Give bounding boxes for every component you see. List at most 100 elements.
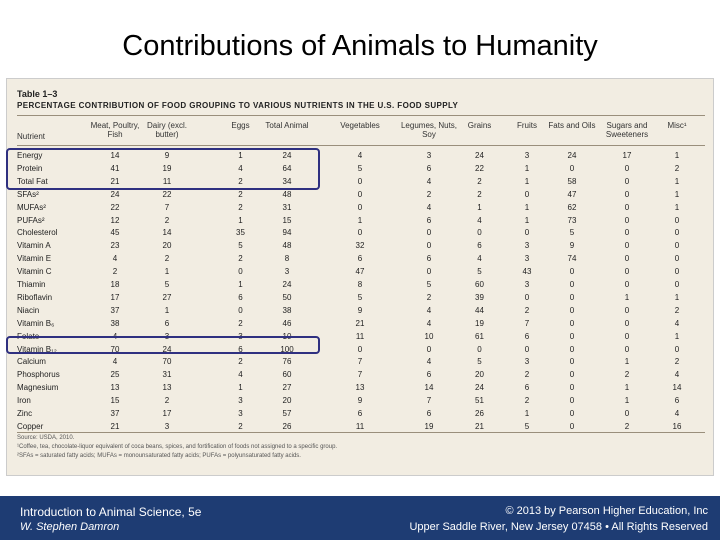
table-cell: 24 (282, 280, 292, 289)
table-cell: 32 (355, 241, 365, 251)
table-cell: 13 (162, 383, 172, 393)
table-row: Phosphorus 25 31 4 60 7 6 20 2 0 2 4 (17, 368, 705, 381)
table-cell: 0 (569, 267, 575, 277)
table-cell: 18 (110, 280, 120, 289)
table-cell: 0 (426, 267, 432, 277)
table-cell: 2 (164, 215, 170, 225)
table-cell: 4 (426, 176, 432, 186)
table-cell: 2 (674, 357, 680, 367)
table-cell: 2 (164, 254, 170, 264)
table-cell: 4 (477, 215, 482, 225)
table-cell: 13 (110, 383, 120, 393)
table-cell: 44 (475, 305, 484, 315)
table-cell: 7 (357, 357, 363, 367)
table-cell: 4 (426, 202, 432, 212)
table-cell: 0 (674, 344, 680, 354)
table-cell: 34 (282, 176, 292, 186)
table-cell: 1 (674, 176, 680, 186)
column-header: Total Animal (265, 121, 309, 130)
table-row: Copper 21 3 2 26 11 19 21 5 0 2 16 (17, 420, 705, 433)
table-cell: 13 (355, 383, 365, 393)
table-cell: 12 (110, 215, 120, 225)
table-cell: 0 (426, 228, 432, 238)
table-cell: 15 (282, 215, 292, 225)
table-cell: 2 (238, 421, 243, 431)
table-cell: 0 (674, 215, 680, 225)
table-row: Vitamin C 2 1 0 3 47 0 5 43 0 0 0 (17, 265, 705, 278)
nutrient-name: Vitamin B₁₂ (17, 344, 57, 354)
table-cell: 0 (624, 254, 630, 264)
table-cell: 47 (355, 267, 365, 277)
table-cell: 4 (426, 305, 432, 315)
nutrient-name: SFAs² (17, 189, 39, 199)
table-cell: 3 (524, 241, 530, 251)
table-cell: 10 (424, 331, 434, 341)
table-cell: 3 (284, 267, 290, 277)
table-cell: 48 (282, 189, 292, 199)
table-cell: 1 (624, 292, 630, 302)
table-cell: 70 (110, 344, 120, 354)
table-caption: Percentage Contribution of Food Grouping… (17, 101, 459, 110)
nutrient-name: Calcium (17, 357, 46, 367)
table-cell: 0 (524, 344, 530, 354)
table-cell: 62 (567, 202, 577, 212)
table-cell: 17 (622, 151, 632, 160)
table-cell: 3 (524, 151, 530, 160)
table-cell: 5 (524, 421, 530, 431)
table-cell: 0 (477, 344, 482, 354)
table-cell: 21 (110, 176, 120, 186)
table-cell: 0 (624, 409, 630, 418)
highlight-box-vitamin-b12 (6, 336, 320, 354)
table-cell: 4 (674, 370, 680, 380)
table-cell: 1 (674, 331, 680, 341)
table-cell: 50 (282, 292, 292, 302)
table-cell: 73 (567, 215, 577, 225)
table-cell: 24 (110, 189, 120, 199)
table-cell: 6 (524, 331, 530, 341)
table-cell: 7 (357, 370, 363, 380)
table-cell: 31 (282, 202, 292, 212)
nutrient-name: Cholesterol (17, 228, 58, 238)
table-cell: 0 (477, 228, 482, 238)
table-cell: 5 (164, 280, 170, 289)
table-cell: 2 (524, 370, 530, 380)
table-cell: 0 (524, 292, 530, 302)
table-cell: 20 (475, 370, 484, 380)
footer-book-title: Introduction to Animal Science, 5e (20, 505, 202, 519)
table-cell: 16 (672, 421, 682, 431)
table-cell: 0 (624, 344, 630, 354)
table-cell: 5 (569, 228, 575, 238)
table-cell: 0 (238, 267, 243, 277)
table-cell: 43 (522, 267, 532, 277)
table-cell: 1 (624, 357, 630, 367)
table-cell: 6 (238, 344, 243, 354)
table-cell: 24 (282, 151, 292, 160)
column-header: Eggs (231, 121, 250, 130)
table-cell: 27 (282, 383, 292, 393)
nutrient-name: Vitamin C (17, 267, 52, 277)
table-cell: 3 (524, 357, 530, 367)
nutrient-name: Vitamin E (17, 254, 52, 264)
table-cell: 1 (524, 215, 530, 225)
table-cell: 76 (282, 357, 292, 367)
table-cell: 3 (524, 254, 530, 264)
table-cell: 0 (426, 241, 432, 251)
table-cell: 6 (357, 409, 363, 418)
table-cell: 38 (282, 305, 292, 315)
table-cell: 1 (674, 292, 680, 302)
table-cell: 9 (357, 396, 363, 406)
table-cell: 22 (475, 163, 484, 173)
table-cell: 100 (280, 344, 294, 354)
table-cell: 11 (355, 331, 365, 341)
table-cell: 17 (162, 409, 172, 418)
table-cell: 11 (355, 421, 365, 431)
nutrient-name: MUFAs² (17, 202, 46, 212)
table-cell: 2 (524, 305, 530, 315)
table-cell: 22 (162, 189, 172, 199)
table-row: Magnesium 13 13 1 27 13 14 24 6 0 1 14 (17, 381, 705, 394)
table-cell: 19 (424, 421, 434, 431)
table-cell: 24 (567, 151, 577, 160)
table-cell: 14 (162, 228, 172, 238)
table-cell: 0 (624, 267, 630, 277)
footer-bar: Introduction to Animal Science, 5e W. St… (0, 496, 720, 540)
